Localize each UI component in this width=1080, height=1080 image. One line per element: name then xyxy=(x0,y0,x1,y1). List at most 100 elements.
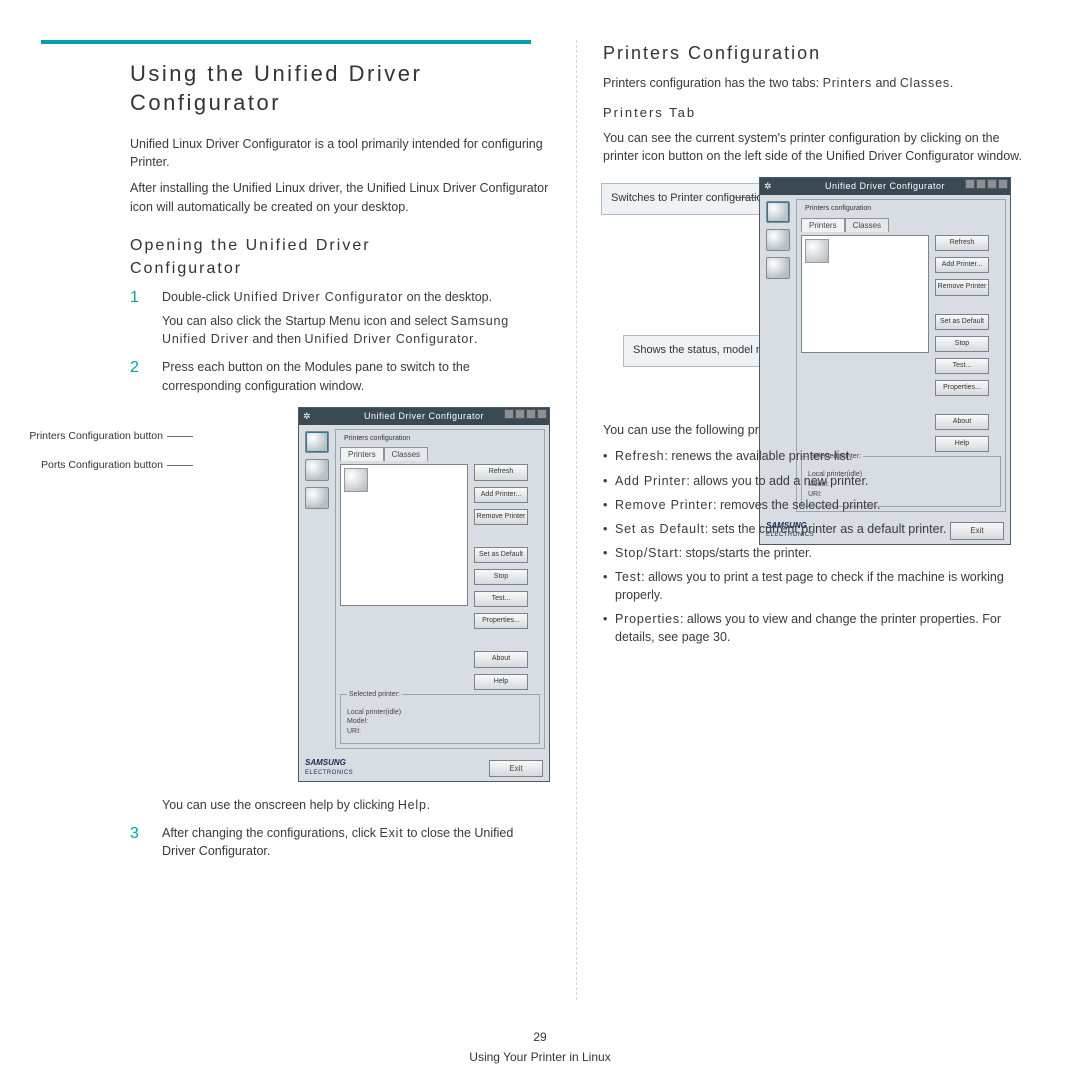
btn-props[interactable]: Properties... xyxy=(935,380,989,396)
tab-classes[interactable]: Classes xyxy=(384,447,428,462)
step3-p: After changing the configurations, click… xyxy=(162,824,550,860)
mock-titlebar-r: ✲ Unified Driver Configurator xyxy=(760,178,1010,195)
h2-line2: Configurator xyxy=(130,260,242,277)
callout-labels-left: Printers Configuration button Ports Conf… xyxy=(18,429,193,487)
button-column: Refresh Add Printer... Remove Printer Se… xyxy=(474,464,540,689)
column-divider xyxy=(576,40,577,1000)
btn-refresh[interactable]: Refresh xyxy=(474,464,528,480)
printer-icon[interactable] xyxy=(766,201,790,223)
scanner-icon[interactable] xyxy=(766,229,790,251)
group-label: Printers configuration xyxy=(342,435,412,442)
group-label-r: Printers configuration xyxy=(803,205,873,212)
right-p1: Printers configuration has the two tabs:… xyxy=(603,74,1032,92)
btn-refresh[interactable]: Refresh xyxy=(935,235,989,251)
main-heading: Using the Unified Driver Configurator xyxy=(48,60,550,117)
printer-list[interactable] xyxy=(340,464,468,606)
bullet-add: Add Printer: allows you to add a new pri… xyxy=(603,472,1032,490)
port-icon[interactable] xyxy=(766,257,790,279)
h1-line2: Configurator xyxy=(130,90,281,115)
sel-line2: Model: xyxy=(347,718,368,725)
right-h2: Printers Configuration xyxy=(603,40,1032,66)
btn-stop[interactable]: Stop xyxy=(474,569,528,585)
mock-window-left: ✲ Unified Driver Configurator Printers c… xyxy=(298,407,550,783)
tab-printers-r[interactable]: Printers xyxy=(801,218,845,233)
btn-help[interactable]: Help xyxy=(474,674,528,690)
gear-icon: ✲ xyxy=(764,180,772,193)
port-icon[interactable] xyxy=(305,487,329,509)
sel-line3: URI: xyxy=(347,728,361,735)
callout-printers-label: Printers Configuration button xyxy=(29,429,163,444)
left-column: Using the Unified Driver Configurator Un… xyxy=(18,40,574,1000)
sel-line1: Local printer(idle) xyxy=(347,709,401,716)
btn-stop[interactable]: Stop xyxy=(935,336,989,352)
mock-tabs: Printers Classes xyxy=(340,447,540,462)
mock-footer: SAMSUNG ELECTRONICS Exit xyxy=(299,753,549,781)
intro-p1: Unified Linux Driver Configurator is a t… xyxy=(48,135,550,171)
step3-num: 3 xyxy=(130,822,139,845)
bullet-list: Refresh: renews the available printers l… xyxy=(603,447,1032,646)
printer-item-icon[interactable] xyxy=(805,239,829,263)
brand-logo: SAMSUNG xyxy=(305,757,353,769)
bullet-stop: Stop/Start: stops/starts the printer. xyxy=(603,544,1032,562)
selected-group: Selected printer: Local printer(idle) Mo… xyxy=(340,694,540,744)
printer-icon[interactable] xyxy=(305,431,329,453)
scanner-icon[interactable] xyxy=(305,459,329,481)
btn-about[interactable]: About xyxy=(935,414,989,430)
step1-p2: You can also click the Startup Menu icon… xyxy=(162,312,550,348)
mock-right-wrap: Switches to Printer configuration. Shows… xyxy=(603,177,1032,409)
btn-default[interactable]: Set as Default xyxy=(935,314,989,330)
h1-line1: Using the Unified Driver xyxy=(130,61,422,86)
bullet-default: Set as Default: sets the current printer… xyxy=(603,520,1032,538)
steps-list-2: You can use the onscreen help by clickin… xyxy=(48,796,550,860)
brand-sub: ELECTRONICS xyxy=(305,769,353,778)
right-h3: Printers Tab xyxy=(603,104,1032,123)
callout-ports-label: Ports Configuration button xyxy=(41,458,163,473)
callout-line xyxy=(167,465,193,466)
mock-titlebar: ✲ Unified Driver Configurator xyxy=(299,408,549,425)
window-buttons xyxy=(965,179,1008,189)
mock-window-right: ✲ Unified Driver Configurator Printers c… xyxy=(759,177,1011,545)
page-number: 29 xyxy=(0,1029,1080,1046)
step1-num: 1 xyxy=(130,286,139,309)
btn-default[interactable]: Set as Default xyxy=(474,547,528,563)
accent-bar xyxy=(41,40,531,44)
steps-list: 1 Double-click Unified Driver Configurat… xyxy=(48,288,550,395)
bullet-remove: Remove Printer: removes the selected pri… xyxy=(603,496,1032,514)
mock-sidebar xyxy=(303,429,331,749)
callout-line xyxy=(167,436,193,437)
step-2: 2 Press each button on the Modules pane … xyxy=(130,358,550,394)
mock-main: Printers configuration Printers Classes xyxy=(335,429,545,749)
btn-props[interactable]: Properties... xyxy=(474,613,528,629)
step-3: 3 After changing the configurations, cli… xyxy=(130,824,550,860)
mock-left-wrap: Printers Configuration button Ports Conf… xyxy=(48,407,550,783)
printer-list-r[interactable] xyxy=(801,235,929,353)
callout-switch: Switches to Printer configuration. xyxy=(601,183,782,215)
sel-label: Selected printer: xyxy=(347,691,402,698)
callout-pointer xyxy=(733,197,757,198)
btn-test[interactable]: Test... xyxy=(474,591,528,607)
step1-p1: Double-click Unified Driver Configurator… xyxy=(162,288,550,306)
btn-add[interactable]: Add Printer... xyxy=(474,487,528,503)
window-buttons xyxy=(504,409,547,419)
h2-line1: Opening the Unified Driver xyxy=(130,237,371,254)
right-column: Printers Configuration Printers configur… xyxy=(579,40,1062,1000)
btn-remove[interactable]: Remove Printer xyxy=(935,279,989,295)
btn-test[interactable]: Test... xyxy=(935,358,989,374)
tab-printers[interactable]: Printers xyxy=(340,447,384,462)
intro-p2: After installing the Unified Linux drive… xyxy=(48,179,550,215)
bullet-test: Test: allows you to print a test page to… xyxy=(603,568,1032,604)
step2-num: 2 xyxy=(130,356,139,379)
printer-item-icon[interactable] xyxy=(344,468,368,492)
btn-add[interactable]: Add Printer... xyxy=(935,257,989,273)
btn-about[interactable]: About xyxy=(474,651,528,667)
sub-heading-open: Opening the Unified Driver Configurator xyxy=(48,234,550,280)
after-p: You can use the onscreen help by clickin… xyxy=(162,796,550,814)
footer-text: Using Your Printer in Linux xyxy=(0,1049,1080,1066)
right-p2: You can see the current system's printer… xyxy=(603,129,1032,165)
tab-classes-r[interactable]: Classes xyxy=(845,218,889,233)
btn-remove[interactable]: Remove Printer xyxy=(474,509,528,525)
bullet-props: Properties: allows you to view and chang… xyxy=(603,610,1032,646)
mock-title: Unified Driver Configurator xyxy=(364,411,484,421)
btn-exit[interactable]: Exit xyxy=(489,760,543,778)
gear-icon: ✲ xyxy=(303,410,311,423)
